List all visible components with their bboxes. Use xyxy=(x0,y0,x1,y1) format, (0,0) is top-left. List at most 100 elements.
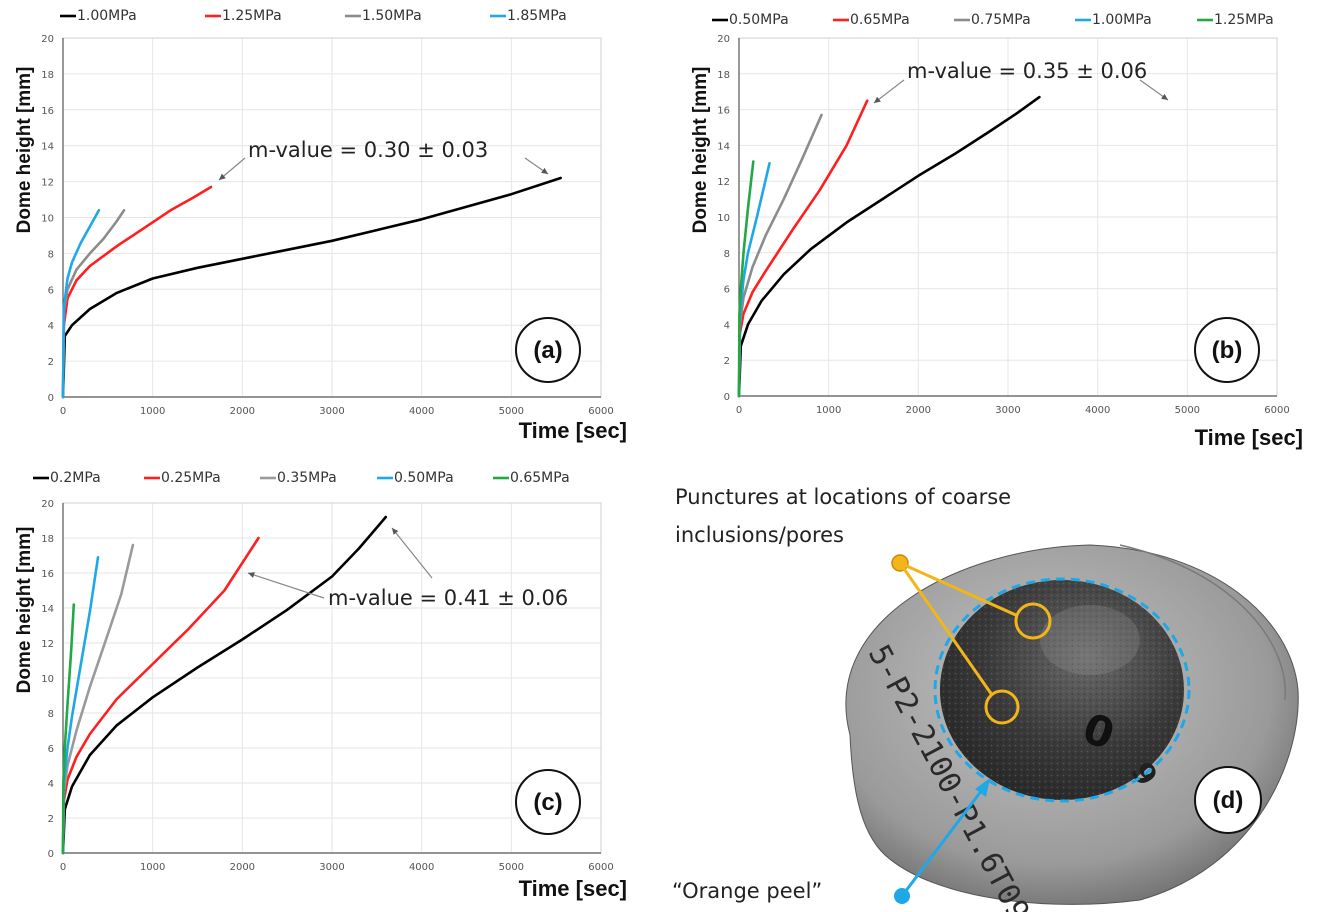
y-tick-label: 16 xyxy=(41,569,54,580)
y-tick-label: 0 xyxy=(48,849,54,860)
series-line-1.00MPa xyxy=(737,162,771,398)
x-tick-label: 2000 xyxy=(906,405,931,416)
x-tick-label: 4000 xyxy=(1085,405,1110,416)
y-tick-label: 6 xyxy=(48,744,54,755)
photo-panel: Punctures at locations of coarse inclusi… xyxy=(672,485,1299,912)
x-tick-label: 3000 xyxy=(319,406,344,417)
puncture-pointer-line xyxy=(898,562,994,696)
panel-label-badge xyxy=(515,317,581,383)
series-line-1.25MPa xyxy=(61,185,213,399)
x-tick-label: 0 xyxy=(60,862,66,873)
y-tick-label: 16 xyxy=(717,106,730,117)
y-tick-label: 12 xyxy=(41,178,54,189)
x-tick-label: 6000 xyxy=(588,862,613,873)
annotation-arrow xyxy=(247,572,325,599)
series-line-0.65MPa xyxy=(61,603,76,855)
panel-label: (a) xyxy=(533,337,562,364)
plate-edge-crack xyxy=(1119,544,1286,701)
punctures-caption-line1: Punctures at locations of coarse xyxy=(675,485,1011,509)
series-line-1.00MPa xyxy=(61,176,562,399)
x-tick-label: 0 xyxy=(60,406,66,417)
x-tick-label: 0 xyxy=(736,405,742,416)
panel-label: (b) xyxy=(1212,337,1243,364)
m-value-annotation: m-value = 0.35 ± 0.06 xyxy=(907,59,1147,83)
legend-label: 0.50MPa xyxy=(394,470,454,486)
panel-label: (d) xyxy=(1213,787,1244,814)
x-tick-label: 6000 xyxy=(588,406,613,417)
x-tick-label: 4000 xyxy=(409,862,434,873)
chart-1: 0 2 4 6 8 10 12 14 16 18 20 0 1000 2000 3000 4000 5000 60… xyxy=(14,8,627,443)
annotation-arrowhead xyxy=(392,528,399,535)
x-axis-title: Time [sec] xyxy=(1195,425,1303,450)
series-line-0.2MPa xyxy=(61,515,388,855)
y-tick-label: 10 xyxy=(717,213,730,224)
series-line-1.85MPa xyxy=(61,209,101,399)
orange-peel-caption: “Orange peel” xyxy=(672,879,822,903)
series-line-0.25MPa xyxy=(61,536,260,855)
y-tick-label: 6 xyxy=(48,285,54,296)
y-tick-label: 6 xyxy=(724,285,730,296)
legend-label: 1.50MPa xyxy=(362,8,422,24)
legend-label: 0.2MPa xyxy=(50,470,101,486)
orange-peel-texture xyxy=(940,580,1184,800)
x-tick-label: 3000 xyxy=(319,862,344,873)
annotation-arrowhead xyxy=(219,173,226,180)
y-tick-label: 4 xyxy=(48,779,54,790)
puncture-circle xyxy=(984,689,1020,725)
y-tick-label: 14 xyxy=(717,141,730,152)
x-tick-label: 2000 xyxy=(230,406,255,417)
x-axis-title: Time [sec] xyxy=(519,876,627,901)
y-tick-label: 14 xyxy=(41,142,54,153)
legend-label: 1.00MPa xyxy=(1092,12,1152,28)
orange-peel-pointer-line xyxy=(900,789,984,897)
annotation-arrowhead xyxy=(248,572,255,578)
y-tick-label: 10 xyxy=(41,674,54,685)
series-line-0.35MPa xyxy=(61,543,135,855)
x-tick-label: 4000 xyxy=(409,406,434,417)
x-tick-label: 3000 xyxy=(995,405,1020,416)
x-tick-label: 6000 xyxy=(1264,405,1289,416)
legend-label: 1.25MPa xyxy=(1214,12,1274,28)
annotation-arrow xyxy=(391,527,433,579)
x-tick-label: 1000 xyxy=(816,405,841,416)
x-tick-label: 1000 xyxy=(140,862,165,873)
legend-label: 1.25MPa xyxy=(222,8,282,24)
y-tick-label: 0 xyxy=(724,392,730,403)
panel-label-badge xyxy=(1194,766,1262,834)
annotation-arrowhead xyxy=(541,167,548,174)
legend-label: 0.75MPa xyxy=(971,12,1031,28)
x-tick-label: 5000 xyxy=(499,406,524,417)
y-tick-label: 18 xyxy=(41,70,54,81)
puncture-circle xyxy=(1014,602,1052,640)
y-tick-label: 20 xyxy=(717,34,730,45)
y-tick-label: 4 xyxy=(724,320,730,331)
x-tick-label: 5000 xyxy=(499,862,524,873)
y-tick-label: 14 xyxy=(41,604,54,615)
puncture-pointer-line xyxy=(899,561,1019,618)
y-tick-label: 8 xyxy=(48,709,54,720)
orange-peel-arrowhead xyxy=(975,778,990,797)
y-tick-label: 10 xyxy=(41,214,54,225)
chart-3: 0 2 4 6 8 10 12 14 16 18 20 0 1000 2000 3000 4000 5000 60… xyxy=(14,470,627,901)
panel-label-badge xyxy=(1194,317,1260,383)
y-tick-label: 12 xyxy=(41,639,54,650)
legend-label: 0.25MPa xyxy=(161,470,221,486)
x-axis-title: Time [sec] xyxy=(519,418,627,443)
y-tick-label: 4 xyxy=(48,321,54,332)
series-line-0.75MPa xyxy=(737,113,823,398)
panel-label-badge xyxy=(515,769,581,835)
y-axis-title: Dome height [mm] xyxy=(690,67,711,234)
x-tick-label: 5000 xyxy=(1175,405,1200,416)
y-tick-label: 0 xyxy=(48,393,54,404)
y-tick-label: 12 xyxy=(717,177,730,188)
series-line-1.25MPa xyxy=(737,160,755,398)
x-tick-label: 1000 xyxy=(140,406,165,417)
legend-label: 1.00MPa xyxy=(77,8,137,24)
y-tick-label: 2 xyxy=(724,356,730,367)
y-tick-label: 2 xyxy=(48,814,54,825)
y-axis-title: Dome height [mm] xyxy=(14,67,35,234)
y-tick-label: 16 xyxy=(41,106,54,117)
annotation-arrowhead xyxy=(1161,93,1168,100)
legend-label: 0.65MPa xyxy=(850,12,910,28)
